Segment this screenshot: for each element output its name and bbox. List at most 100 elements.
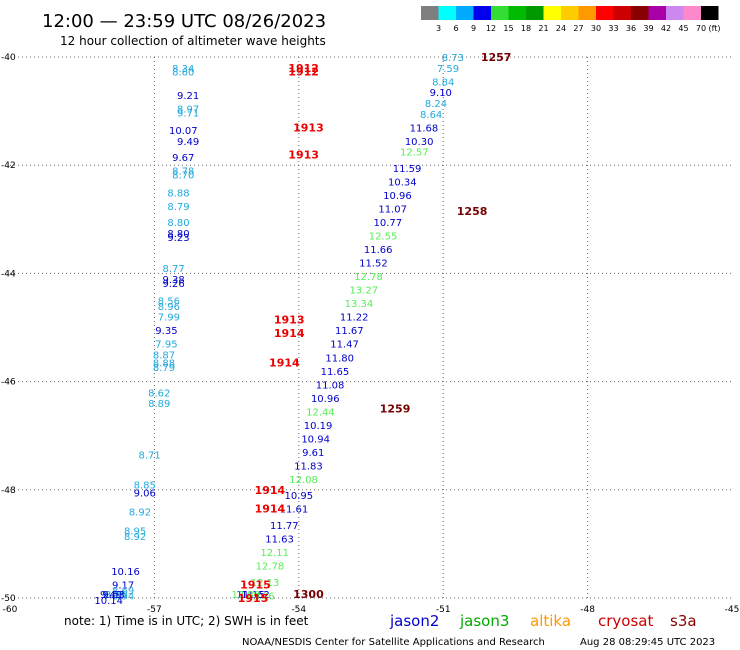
wave-height-point: 12.78: [354, 272, 383, 283]
chart-title: 12:00 — 23:59 UTC 08/26/2023: [42, 11, 326, 32]
footer-credit: NOAA/NESDIS Center for Satellite Applica…: [242, 637, 545, 648]
color-scale-label: 27: [573, 24, 583, 33]
color-swatch: [526, 6, 544, 20]
wave-height-point: 9.38: [163, 275, 185, 286]
color-scale-label: 45: [678, 24, 688, 33]
color-scale-label: 15: [503, 24, 513, 33]
wave-height-point: 7.99: [158, 313, 180, 324]
wave-height-point: 11.65: [321, 367, 350, 378]
chart-subtitle: 12 hour collection of altimeter wave hei…: [60, 34, 326, 48]
wave-height-point: 8.97: [177, 104, 199, 115]
x-tick-label: -45: [725, 605, 740, 615]
color-scale-label: 9: [471, 24, 476, 33]
wave-height-point: 7.95: [155, 340, 177, 351]
wave-height-point: 8.94: [112, 591, 134, 602]
color-scale-label: 3: [436, 24, 441, 33]
wave-height-point: 8.24: [425, 99, 447, 110]
color-swatch: [421, 6, 439, 20]
wave-height-point: 12.57: [400, 148, 429, 159]
wave-height-point: 8.79: [167, 202, 189, 213]
wave-height-point: 10.07: [169, 126, 198, 137]
wave-height-point: 11.47: [330, 340, 359, 351]
wave-height-point: 8.96: [158, 302, 180, 313]
wave-height-point: 10.94: [301, 434, 330, 445]
color-scale-label: 42: [661, 24, 671, 33]
wave-height-point: 11.61: [280, 505, 309, 516]
wave-height-point: 11.07: [378, 204, 407, 215]
wave-height-point: 8.80: [167, 229, 189, 240]
wave-height-point: 9.06: [134, 489, 156, 500]
color-swatch: [683, 6, 701, 20]
wave-height-point: 8.87: [153, 351, 175, 362]
color-scale-label: 36: [626, 24, 636, 33]
color-scale-label: 30: [591, 24, 601, 33]
pass-label: 1913: [274, 313, 305, 326]
color-swatch: [596, 6, 614, 20]
color-scale-label: 24: [556, 24, 566, 33]
pass-label: 1915: [238, 592, 269, 605]
wave-height-point: 8.70: [172, 170, 194, 181]
x-tick-label: -57: [147, 605, 162, 615]
grid-lines: [10, 56, 732, 599]
pass-label: 1914: [255, 484, 286, 497]
wave-height-point: 13.06: [246, 591, 275, 602]
wave-height-point: 8.88: [167, 188, 189, 199]
wave-height-point: 10.96: [383, 191, 412, 202]
x-tick-label: -48: [580, 605, 595, 615]
wave-height-point: 8.69: [112, 586, 134, 597]
wave-height-point: 11.68: [410, 123, 439, 134]
wave-height-point: 8.78: [172, 167, 194, 178]
wave-height-point: 8.73: [442, 53, 464, 64]
wave-height-point: 10.96: [311, 394, 340, 405]
color-swatch: [543, 6, 561, 20]
wave-height-point: 11.63: [265, 534, 294, 545]
color-scale-label: 12: [486, 24, 496, 33]
wave-height-point: 8.77: [163, 264, 185, 275]
wave-height-point: 9.67: [172, 153, 194, 164]
wave-height-point: 9.26: [163, 279, 185, 290]
satellite-legend-s3a: s3a: [670, 612, 697, 630]
wave-height-point: 9.10: [430, 88, 452, 99]
wave-height-point: 8.64: [420, 110, 442, 121]
pass-label: 1914: [255, 503, 286, 516]
color-scale-label: 18: [521, 24, 531, 33]
wave-height-point: 11.62: [241, 590, 270, 601]
wave-height-point: 11.08: [316, 380, 345, 391]
wave-height-point: 8.79: [153, 363, 175, 374]
wave-height-point: 9.35: [155, 326, 177, 337]
footer-timestamp: Aug 28 08:29:45 UTC 2023: [580, 637, 715, 648]
satellite-legend-cryosat: cryosat: [598, 612, 653, 630]
pass-label: 1915: [240, 578, 271, 591]
wave-height-point: 11.66: [364, 245, 393, 256]
wave-height-point: 11.77: [270, 521, 299, 532]
color-scale-unit: (ft): [709, 24, 721, 33]
wave-height-point: 9.49: [177, 137, 199, 148]
color-swatch: [491, 6, 509, 20]
wave-height-point: 9.23: [167, 233, 189, 244]
wave-height-point: 13.34: [345, 299, 374, 310]
color-swatch: [613, 6, 631, 20]
color-swatch: [648, 6, 666, 20]
wave-height-point: 8.84: [432, 77, 454, 88]
wave-height-point: 12.55: [369, 232, 398, 243]
wave-height-point: 8.35: [105, 590, 127, 601]
wave-height-point: 8.80: [167, 218, 189, 229]
wave-height-point: 12.08: [289, 475, 318, 486]
plot-area: -60 -57 -54 -51 -48 -45 -40 -42 -44 -46 -48 -50 8.7…: [1, 51, 739, 615]
y-tick-label: -44: [1, 269, 16, 279]
wave-height-point: 13.27: [349, 286, 378, 297]
satellite-legend: jason2 jason3 altika cryosat s3a: [389, 612, 697, 630]
wave-height-point: 11.83: [294, 461, 323, 472]
wave-height-point: 11.59: [393, 164, 422, 175]
wave-height-point: 12.78: [256, 562, 285, 573]
color-swatch: [631, 6, 649, 20]
wave-height-point: 9.71: [177, 109, 199, 120]
wave-height-point: 9.21: [177, 91, 199, 102]
x-tick-label: -51: [436, 605, 451, 615]
color-swatch: [508, 6, 526, 20]
color-swatch: [438, 6, 456, 20]
pass-label: 1913: [288, 148, 319, 161]
wave-height-point: 8.88: [153, 359, 175, 370]
